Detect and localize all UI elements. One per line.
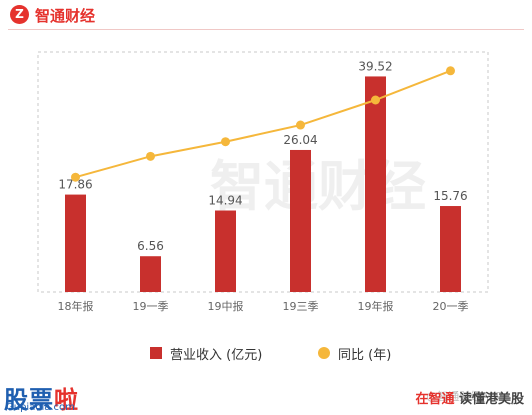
line-series [71, 66, 455, 182]
data-label-4: 26.04 [283, 133, 317, 147]
footer-faint-watermark: @智通财经APP [426, 390, 502, 403]
data-label-6: 15.76 [433, 189, 467, 203]
legend-line-swatch [318, 347, 330, 359]
watermark-text: 智通财经 [210, 155, 426, 218]
yoy-point-4 [296, 120, 305, 130]
yoy-point-3 [221, 137, 230, 147]
x-tick-4: 19三季 [283, 300, 319, 313]
data-label-1: 17.86 [58, 178, 92, 192]
brand-logo-icon: Z [10, 5, 29, 24]
footer-slogan: 在智通 读懂港美股 [415, 388, 524, 407]
x-tick-5: 19年报 [358, 299, 394, 313]
bar-2 [140, 256, 161, 292]
legend-line-label: 同比 (年) [338, 348, 392, 363]
data-label-2: 6.56 [137, 239, 164, 253]
bar-1 [65, 194, 86, 292]
yoy-point-2 [146, 151, 155, 161]
footer-slogan-dark: 读懂港美股 [458, 392, 524, 407]
yoy-point-6 [446, 66, 455, 76]
data-label-5: 39.52 [358, 59, 392, 73]
footer-logo-accent: 啦 [54, 386, 79, 414]
bar-6 [440, 206, 461, 292]
header-divider [8, 29, 524, 30]
x-tick-3: 19中报 [208, 299, 244, 313]
legend-bar-label: 营业收入 (亿元) [170, 348, 263, 363]
x-tick-1: 18年报 [58, 299, 94, 313]
footer: 股票啦 Gupiaola.com @智通财经APP 在智通 读懂港美股 [0, 378, 532, 415]
footer-logo: 股票啦 [4, 380, 79, 415]
legend-bar-swatch [150, 347, 162, 359]
header: Z 智通财经 [0, 0, 532, 30]
yoy-point-5 [371, 95, 380, 105]
bar-series: 17.86 6.56 14.94 26.04 39.52 15.76 [58, 59, 468, 292]
bar-5 [365, 76, 386, 292]
yoy-point-1 [71, 172, 80, 182]
bar-4 [290, 149, 311, 292]
x-axis-ticks: 18年报 19一季 19中报 19三季 19年报 20一季 [58, 299, 469, 313]
yoy-line [75, 69, 451, 179]
plot-frame [37, 51, 489, 293]
footer-logo-main: 股票 [4, 386, 54, 414]
brand-name: 智通财经 [35, 7, 96, 25]
data-label-3: 14.94 [208, 194, 242, 208]
footer-site: Gupiaola.com [6, 402, 75, 413]
x-tick-2: 19一季 [133, 300, 169, 313]
bar-3 [215, 210, 236, 292]
footer-slogan-accent: 在智通 [415, 392, 455, 407]
x-tick-6: 20一季 [433, 300, 469, 313]
